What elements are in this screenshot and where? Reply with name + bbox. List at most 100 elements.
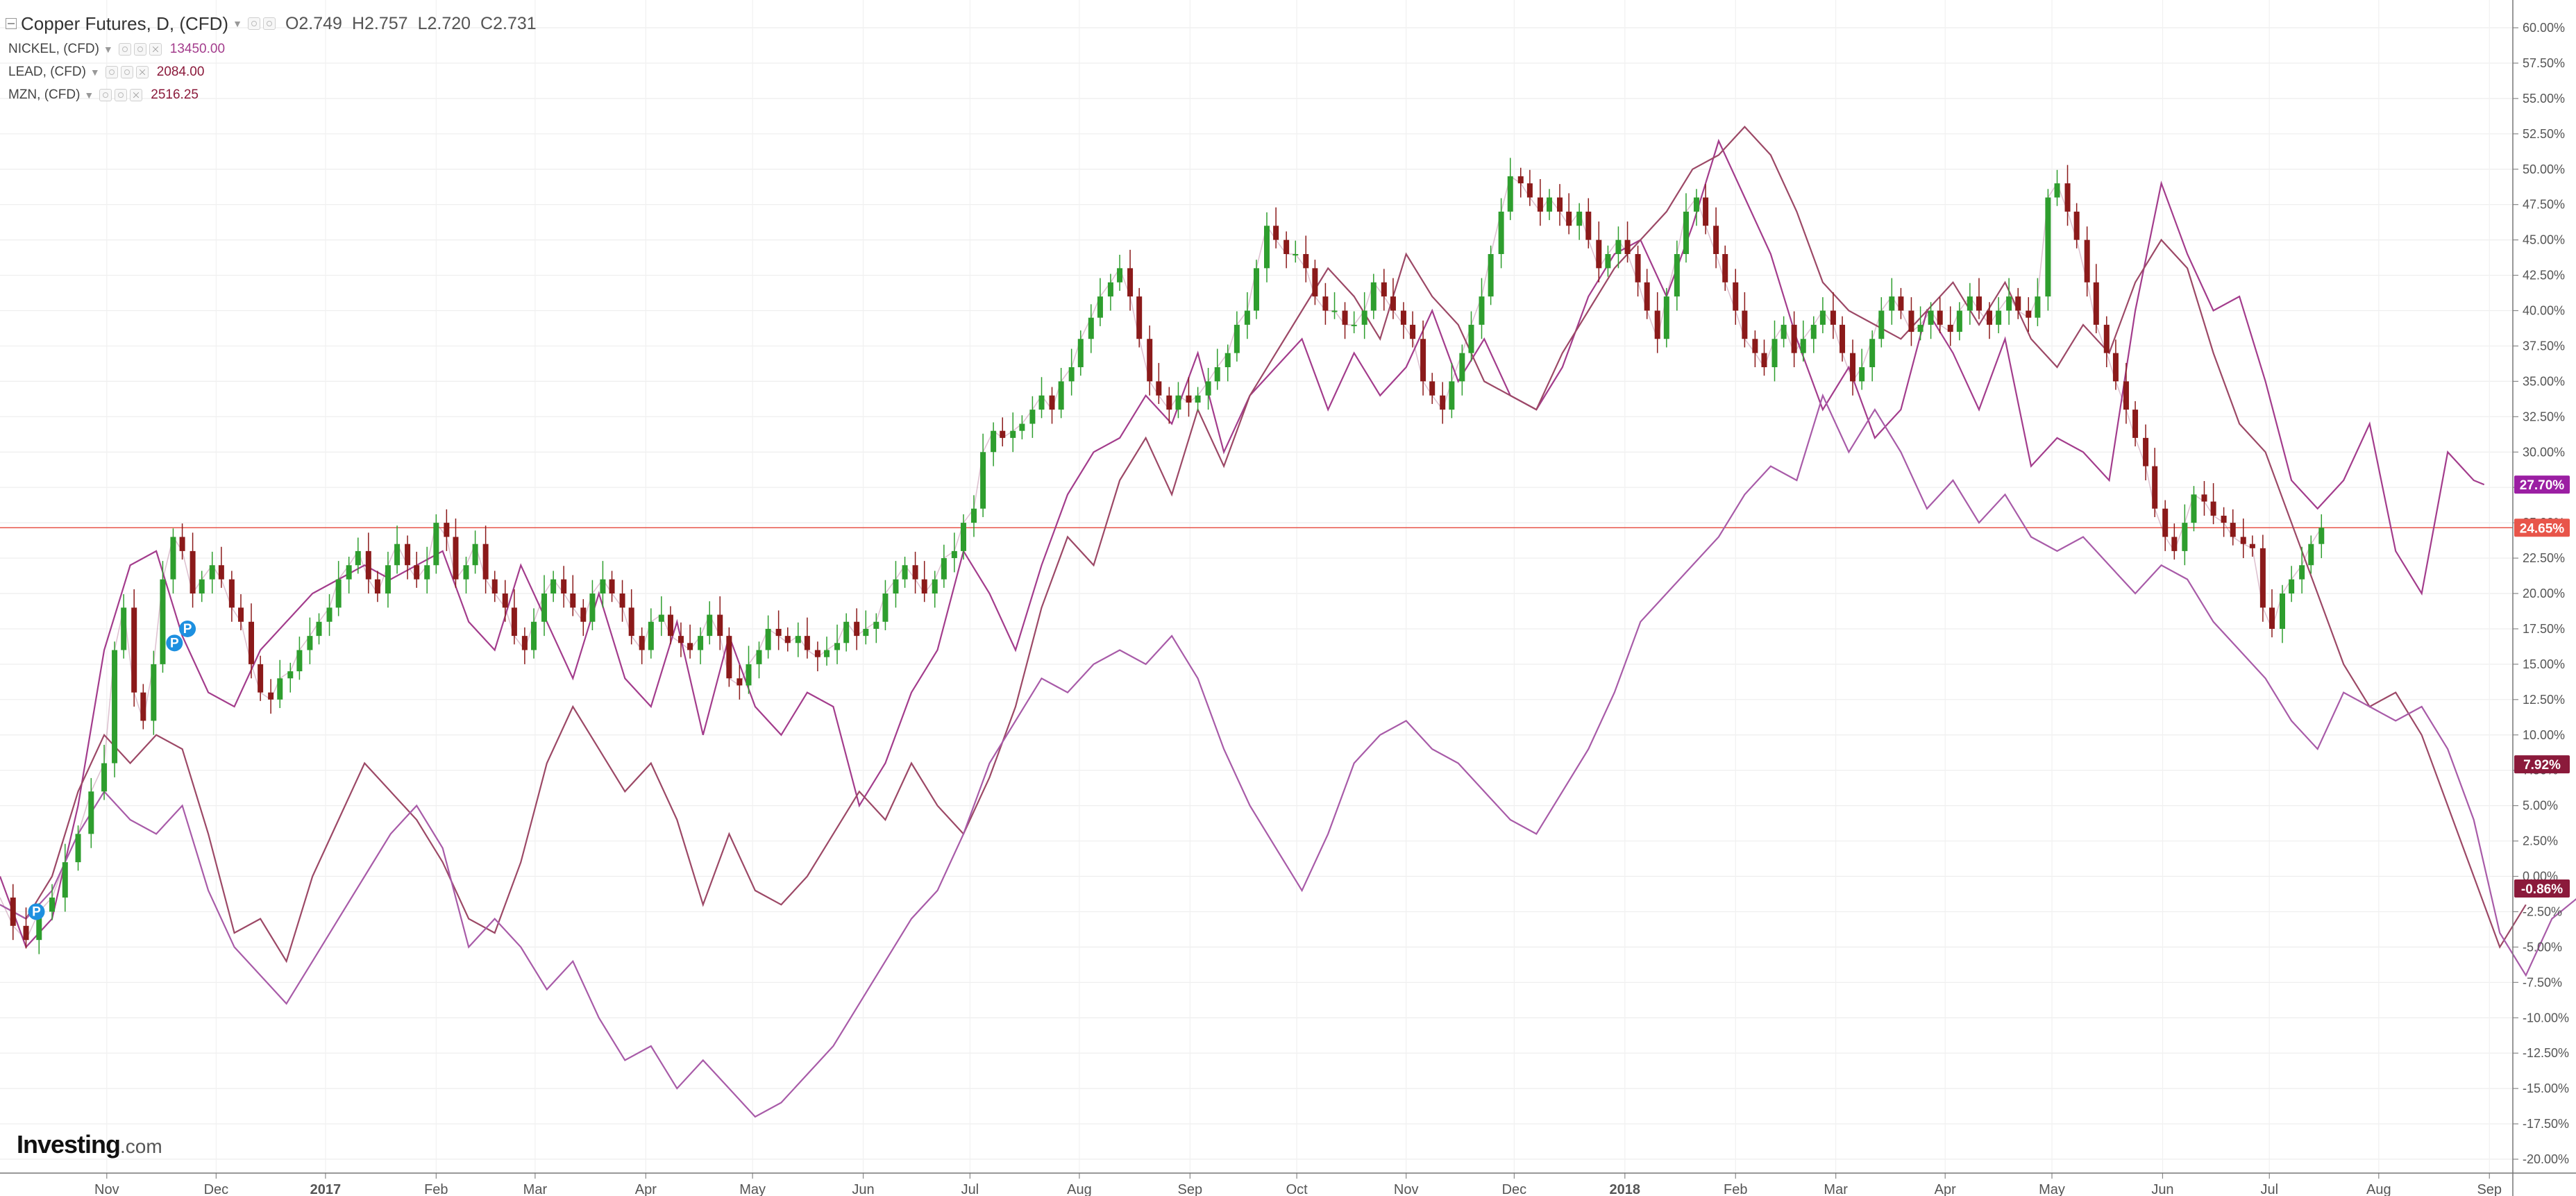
candle-down[interactable] <box>1596 239 1602 269</box>
candle-down[interactable] <box>502 593 508 608</box>
candle-down[interactable] <box>1440 395 1446 410</box>
candle-down[interactable] <box>2132 410 2139 438</box>
candle-down[interactable] <box>1273 226 1279 240</box>
candle-down[interactable] <box>1830 310 1836 325</box>
candle-up[interactable] <box>1038 395 1045 410</box>
candle-up[interactable] <box>1107 282 1113 297</box>
candle-down[interactable] <box>1585 211 1592 240</box>
candle-down[interactable] <box>854 621 860 637</box>
candle-up[interactable] <box>433 523 439 566</box>
candle-up[interactable] <box>121 607 127 650</box>
candle-down[interactable] <box>775 628 782 637</box>
candle-down[interactable] <box>1303 254 1309 269</box>
candle-up[interactable] <box>326 607 332 622</box>
candle-up[interactable] <box>1370 282 1377 311</box>
candle-up[interactable] <box>170 537 176 580</box>
candle-down[interactable] <box>1654 310 1660 339</box>
candle-up[interactable] <box>62 862 68 898</box>
candle-down[interactable] <box>1937 310 1943 325</box>
candle-up[interactable] <box>1663 296 1669 339</box>
main-series-title[interactable]: Copper Futures, D, (CFD) <box>21 12 229 34</box>
candle-down[interactable] <box>2084 239 2090 283</box>
candle-up[interactable] <box>600 579 606 593</box>
candle-down[interactable] <box>1156 381 1162 396</box>
candle-up[interactable] <box>424 565 430 580</box>
candle-down[interactable] <box>1420 339 1426 382</box>
candle-up[interactable] <box>1468 324 1474 353</box>
candle-down[interactable] <box>1312 268 1318 297</box>
visibility-icon[interactable] <box>99 88 112 101</box>
candle-down[interactable] <box>258 664 264 693</box>
candle-down[interactable] <box>667 614 673 637</box>
candle-down[interactable] <box>179 537 185 551</box>
candle-up[interactable] <box>75 834 81 863</box>
candle-up[interactable] <box>335 579 342 608</box>
candle-down[interactable] <box>1136 296 1143 339</box>
candle-down[interactable] <box>1127 268 1134 297</box>
legend-row-lead[interactable]: LEAD, (CFD) ▼ 2084.00 <box>6 60 545 83</box>
candle-up[interactable] <box>1029 410 1036 424</box>
candle-down[interactable] <box>1147 339 1153 382</box>
chevron-down-icon[interactable]: ▼ <box>90 66 100 78</box>
candle-down[interactable] <box>1166 395 1172 410</box>
candle-down[interactable] <box>1390 296 1396 311</box>
candle-down[interactable] <box>609 579 615 593</box>
candle-up[interactable] <box>2045 197 2051 297</box>
candle-up[interactable] <box>960 523 966 551</box>
candle-up[interactable] <box>1507 176 1513 212</box>
candle-down[interactable] <box>921 579 927 593</box>
candle-up[interactable] <box>1077 339 1084 367</box>
candle-down[interactable] <box>2073 211 2080 240</box>
candle-up[interactable] <box>1869 339 1876 367</box>
candle-down[interactable] <box>190 550 196 593</box>
candle-down[interactable] <box>1381 282 1387 297</box>
candle-up[interactable] <box>1234 324 1240 353</box>
candle-up[interactable] <box>1351 324 1357 326</box>
candle-down[interactable] <box>521 636 528 650</box>
candle-down[interactable] <box>726 636 732 679</box>
candle-down[interactable] <box>249 621 254 664</box>
candle-up[interactable] <box>1459 353 1465 382</box>
candle-up[interactable] <box>1068 367 1075 382</box>
candle-up[interactable] <box>2318 528 2325 544</box>
candle-down[interactable] <box>677 636 684 643</box>
candle-down[interactable] <box>1049 395 1055 410</box>
candle-up[interactable] <box>1800 339 1806 353</box>
candle-down[interactable] <box>482 544 489 580</box>
candle-up[interactable] <box>765 628 771 650</box>
candle-up[interactable] <box>463 565 469 580</box>
candle-up[interactable] <box>843 621 850 643</box>
marker-circle[interactable] <box>28 903 45 920</box>
candle-down[interactable] <box>1000 430 1006 438</box>
chevron-down-icon[interactable]: ▼ <box>233 18 242 29</box>
candle-up[interactable] <box>863 628 869 637</box>
candle-down[interactable] <box>814 650 820 657</box>
candle-down[interactable] <box>687 643 693 650</box>
collapse-legend-icon[interactable] <box>6 18 17 29</box>
candle-up[interactable] <box>531 621 537 650</box>
candle-up[interactable] <box>1819 310 1826 325</box>
candle-up[interactable] <box>658 614 664 622</box>
candle-up[interactable] <box>160 579 166 664</box>
candle-up[interactable] <box>746 664 752 686</box>
mzn-series-name[interactable]: MZN, (CFD) <box>8 87 81 102</box>
candle-down[interactable] <box>1976 296 1982 311</box>
candle-down[interactable] <box>1557 197 1563 212</box>
candle-down[interactable] <box>374 579 380 593</box>
candle-down[interactable] <box>2162 508 2169 537</box>
candle-up[interactable] <box>1010 430 1016 438</box>
candle-up[interactable] <box>1996 310 2002 325</box>
lead-series-name[interactable]: LEAD, (CFD) <box>8 64 86 79</box>
candle-down[interactable] <box>1429 381 1436 396</box>
visibility-icon[interactable] <box>247 17 260 30</box>
event-marker[interactable]: P <box>166 634 183 652</box>
candle-down[interactable] <box>1986 310 1992 325</box>
candle-down[interactable] <box>1947 324 1953 332</box>
candle-up[interactable] <box>2289 579 2295 593</box>
candle-up[interactable] <box>589 593 596 622</box>
candle-down[interactable] <box>619 593 625 608</box>
close-icon[interactable] <box>135 65 149 78</box>
candle-up[interactable] <box>1683 211 1689 254</box>
candle-down[interactable] <box>2201 494 2207 502</box>
